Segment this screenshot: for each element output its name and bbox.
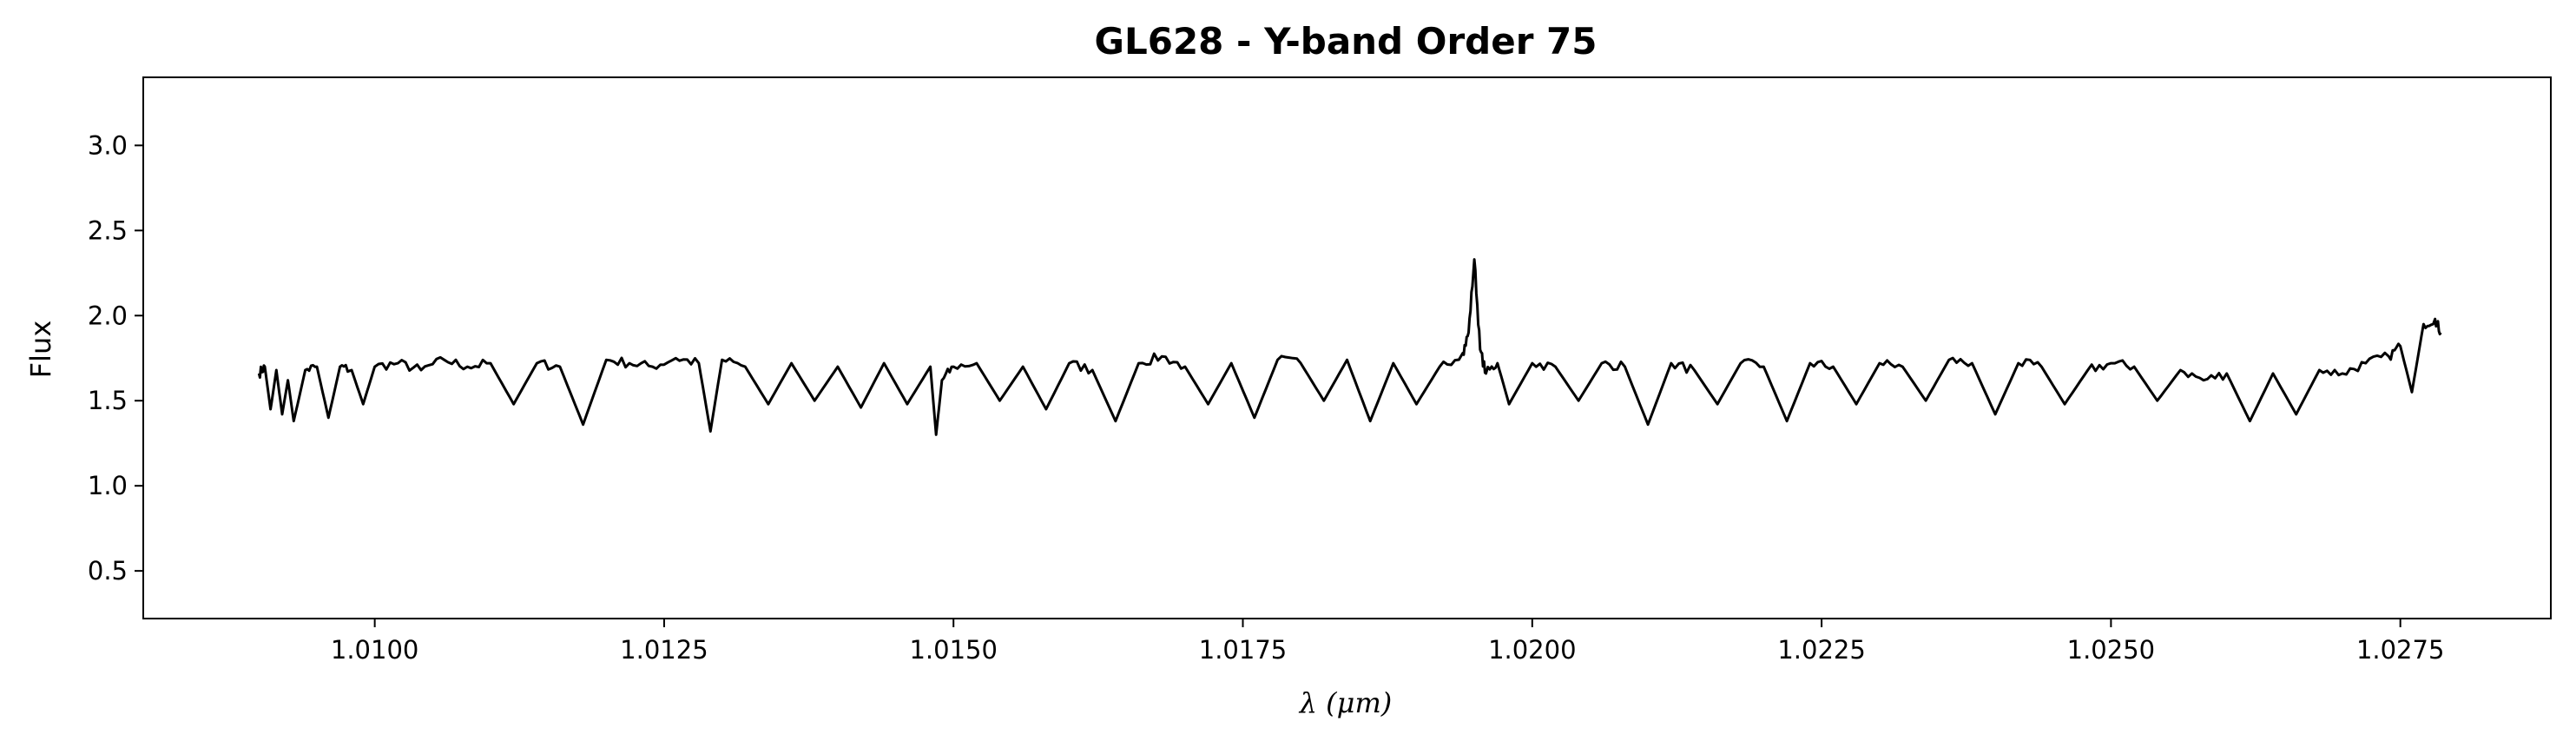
chart-title: GL628 - Y-band Order 75 <box>1095 20 1598 63</box>
x-tick-label: 1.0200 <box>1488 635 1576 665</box>
y-tick-label: 3.0 <box>88 130 128 160</box>
x-tick-label: 1.0175 <box>1199 635 1287 665</box>
flux-series-line <box>257 258 2442 436</box>
y-tick-label: 1.0 <box>88 471 128 500</box>
y-tick-label: 1.5 <box>88 386 128 415</box>
x-tick-label: 1.0150 <box>909 635 997 665</box>
x-tick-label: 1.0225 <box>1777 635 1865 665</box>
x-tick-label: 1.0275 <box>2356 635 2444 665</box>
y-axis-ticks: 0.5 1.0 1.5 2.0 2.5 3.0 <box>88 130 143 586</box>
x-axis-label: λ (μm) <box>1298 686 1393 719</box>
y-axis-label: Flux <box>24 321 57 379</box>
y-tick-label: 2.0 <box>88 301 128 330</box>
plot-area-frame <box>142 76 2552 619</box>
x-tick-label: 1.0100 <box>331 635 418 665</box>
y-tick-label: 0.5 <box>88 556 128 586</box>
x-tick-label: 1.0125 <box>620 635 708 665</box>
y-tick-label: 2.5 <box>88 215 128 245</box>
x-tick-label: 1.0250 <box>2067 635 2155 665</box>
x-axis-ticks: 1.0100 1.0125 1.0150 1.0175 1.0200 1.0225 1.02… <box>331 619 2444 665</box>
